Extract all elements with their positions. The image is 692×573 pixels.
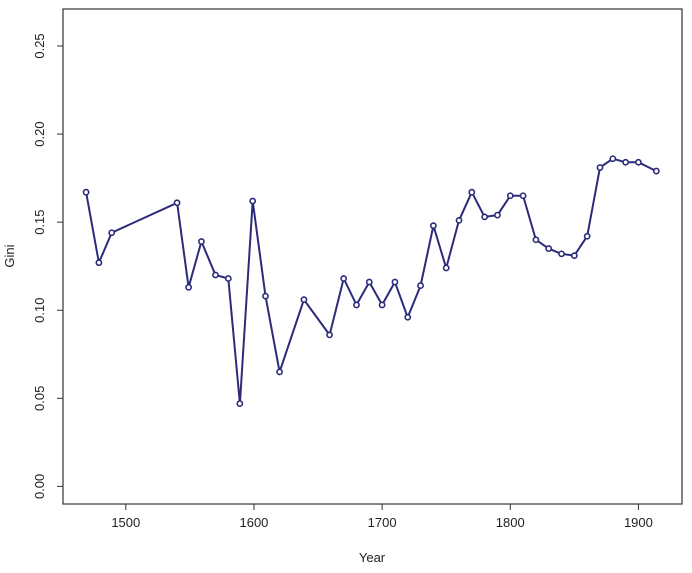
data-point xyxy=(198,238,205,245)
data-point xyxy=(300,296,308,304)
data-point xyxy=(429,222,437,230)
y-tick-label: 0.10 xyxy=(32,298,47,323)
y-axis-label: Gini xyxy=(2,244,17,267)
data-point xyxy=(558,250,565,258)
data-point xyxy=(108,229,116,237)
y-tick-label: 0.15 xyxy=(32,209,47,234)
data-point xyxy=(224,275,232,282)
data-point xyxy=(635,158,642,166)
data-point xyxy=(596,164,604,171)
data-point xyxy=(506,192,514,200)
data-point xyxy=(609,155,617,163)
data-point xyxy=(519,192,527,200)
data-point xyxy=(404,313,412,321)
data-point xyxy=(570,252,578,260)
data-point xyxy=(276,368,283,376)
y-axis: 0.00 0.05 0.10 0.15 0.20 0.25 xyxy=(32,33,63,499)
x-tick-label: 1800 xyxy=(496,515,525,530)
series-gini xyxy=(82,155,660,407)
data-point xyxy=(365,278,373,286)
data-point xyxy=(185,283,192,291)
x-tick-label: 1700 xyxy=(368,515,397,530)
data-point xyxy=(468,188,476,196)
x-tick-label: 1500 xyxy=(111,515,140,530)
x-axis-label: Year xyxy=(359,550,386,565)
data-point xyxy=(95,259,103,267)
data-point xyxy=(82,188,90,196)
data-point xyxy=(326,331,333,339)
y-tick-label: 0.05 xyxy=(32,386,47,411)
data-point xyxy=(212,271,219,279)
data-point xyxy=(249,197,257,205)
data-point xyxy=(455,216,463,224)
data-point xyxy=(173,199,181,207)
data-point xyxy=(353,301,360,309)
data-point xyxy=(481,213,489,221)
data-point xyxy=(652,167,660,175)
data-point xyxy=(262,292,269,300)
data-point xyxy=(391,278,399,286)
data-point xyxy=(622,158,630,166)
x-axis: 1500 1600 1700 1800 1900 xyxy=(111,504,653,530)
data-point xyxy=(545,245,553,252)
data-point xyxy=(494,211,501,219)
data-point xyxy=(583,232,591,240)
data-point xyxy=(378,301,386,309)
y-tick-label: 0.00 xyxy=(32,474,47,499)
data-point xyxy=(442,264,450,272)
data-point xyxy=(417,282,424,289)
plot-frame xyxy=(62,8,683,505)
y-tick-label: 0.20 xyxy=(32,121,47,146)
data-point xyxy=(532,236,540,244)
y-tick-label: 0.25 xyxy=(32,33,47,58)
x-tick-label: 1900 xyxy=(624,515,653,530)
data-point xyxy=(340,275,348,282)
x-tick-label: 1600 xyxy=(239,515,268,530)
data-point xyxy=(236,400,244,407)
